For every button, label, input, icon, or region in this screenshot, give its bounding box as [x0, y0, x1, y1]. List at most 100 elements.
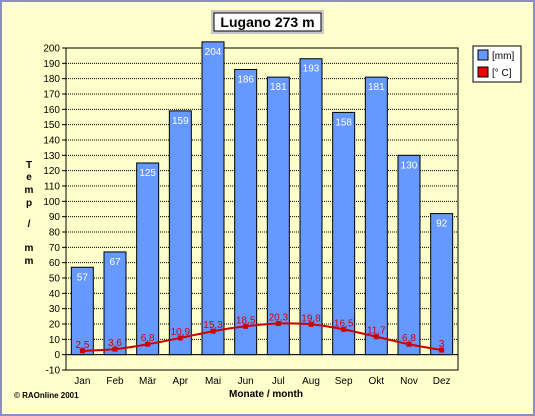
temperature-point — [275, 321, 281, 327]
y-tick-label: 130 — [43, 151, 60, 162]
y-tick-label: 100 — [43, 197, 60, 208]
y-axis-title-letter: p — [26, 198, 32, 209]
temperature-value-label: 3 — [439, 339, 445, 350]
temperature-point — [341, 326, 347, 332]
bar-value-label: 181 — [368, 82, 385, 93]
temperature-point — [373, 334, 379, 340]
x-tick-label: Apr — [173, 376, 189, 387]
x-tick-label: Sep — [335, 376, 353, 387]
temperature-value-label: 19,8 — [301, 313, 321, 324]
x-tick-label: Dez — [433, 376, 451, 387]
x-tick-label: Nov — [400, 376, 418, 387]
bar — [103, 251, 127, 356]
bar — [430, 213, 454, 356]
temperature-point — [243, 323, 249, 329]
x-tick-label: Aug — [302, 376, 320, 387]
temperature-point — [210, 328, 216, 334]
y-tick-label: 190 — [43, 59, 60, 70]
temperature-point — [145, 341, 151, 347]
temperature-value-label: 10,9 — [171, 327, 191, 338]
plot-area — [65, 47, 459, 371]
legend-label-temp: [° C] — [492, 68, 512, 79]
bar-value-label: 193 — [303, 64, 320, 75]
y-tick-label: 80 — [49, 228, 61, 239]
bar — [397, 154, 421, 356]
x-tick-label: Jan — [74, 376, 90, 387]
y-axis-title-letter: T — [26, 160, 32, 171]
y-tick-label: 20 — [49, 320, 61, 331]
bar — [299, 58, 323, 356]
bar-value-label: 158 — [335, 117, 352, 128]
temperature-value-label: 11,7 — [367, 326, 386, 337]
temperature-value-label: 3,6 — [108, 338, 122, 349]
y-tick-label: 160 — [43, 105, 60, 116]
bar — [266, 76, 290, 356]
y-tick-label: 0 — [54, 350, 60, 361]
y-axis-title-letter: m — [25, 185, 34, 196]
y-axis-title-letter: / — [28, 219, 31, 230]
bar — [136, 162, 160, 356]
y-axis-title-letter: m — [25, 256, 34, 267]
y-tick-label: 200 — [43, 44, 60, 55]
temperature-value-label: 16,5 — [334, 318, 354, 329]
legend: [mm] [° C] — [472, 45, 522, 83]
temperature-value-label: 6,8 — [402, 333, 416, 344]
y-axis-ticks: -10 0 10 20 30 40 50 60 70 80 90 100 110 120 130 140 150… — [43, 44, 66, 377]
temperature-line — [82, 322, 442, 352]
temperature-point — [79, 348, 85, 354]
x-tick-label: Mär — [139, 376, 157, 387]
temperature-point — [112, 346, 118, 352]
y-tick-label: 110 — [44, 182, 60, 193]
x-tick-label: Jul — [272, 376, 285, 387]
y-tick-label: 40 — [49, 289, 61, 300]
temperature-value-label: 20,3 — [269, 313, 289, 324]
bar-value-label: 186 — [237, 74, 254, 85]
y-tick-label: 60 — [49, 258, 61, 269]
y-tick-label: 90 — [49, 212, 61, 223]
bar-value-label: 92 — [436, 219, 448, 230]
bar-value-label: 159 — [172, 116, 189, 127]
bar-value-label: 204 — [205, 47, 222, 58]
x-tick-label: Feb — [106, 376, 124, 387]
x-tick-label: Jun — [238, 376, 254, 387]
y-tick-label: 140 — [43, 136, 60, 147]
bar-value-label: 181 — [270, 82, 287, 93]
bar — [201, 41, 225, 356]
bar-series: 57 67 125 159 204 186 181 193 158 181 130 92 — [70, 41, 454, 356]
bar — [332, 111, 356, 356]
temperature-point — [308, 321, 314, 327]
temperature-point — [177, 335, 183, 341]
bar-value-label: 125 — [139, 168, 156, 179]
temperature-value-label: 6,8 — [141, 333, 155, 344]
temperature-value-label: 18,5 — [236, 315, 256, 326]
x-axis-ticks: Jan Feb Mär Apr Mai Jun Jul Aug Sep Okt Nov Dez — [74, 376, 450, 387]
bar — [168, 110, 192, 356]
bar — [70, 266, 94, 356]
y-tick-label: 10 — [49, 335, 61, 346]
y-axis-title-letter: e — [26, 172, 32, 183]
y-tick-label: 70 — [49, 243, 61, 254]
y-tick-label: 170 — [43, 90, 60, 101]
temperature-value-label: 2,5 — [75, 340, 89, 351]
y-tick-label: 180 — [43, 74, 60, 85]
y-axis-title-letter: m — [25, 243, 34, 254]
legend-label-mm: [mm] — [492, 51, 514, 62]
x-tick-label: Mai — [205, 376, 221, 387]
x-axis-title: Monate / month — [229, 389, 303, 400]
y-tick-label: 50 — [49, 274, 61, 285]
y-tick-label: 150 — [43, 120, 60, 131]
bar-value-label: 130 — [401, 160, 418, 171]
temperature-series: 2,5 3,6 6,8 10,9 15,3 18,5 20,3 19,8 16,5 11,7 6,8… — [75, 313, 445, 354]
temperature-value-label: 15,3 — [203, 320, 223, 331]
bar-value-label: 67 — [109, 257, 121, 268]
x-tick-label: Okt — [369, 376, 385, 387]
temperature-point — [406, 341, 412, 347]
copyright-text: © RAOnline 2001 — [14, 391, 79, 400]
bar — [234, 68, 258, 356]
legend-swatch-mm — [477, 49, 489, 61]
y-tick-label: 30 — [49, 304, 61, 315]
grid-lines — [66, 62, 458, 356]
y-tick-label: -10 — [46, 366, 61, 377]
